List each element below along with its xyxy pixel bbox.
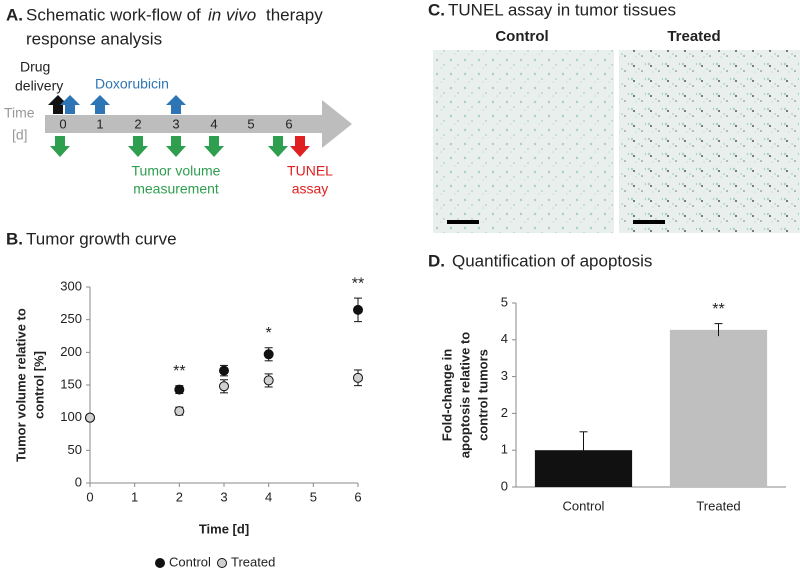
y-tick-label: 250 [60,311,82,326]
point [219,381,229,392]
legend-label: Treated [231,554,275,569]
chart-title: Tumor growth curve [26,229,177,248]
significance: * [266,325,272,342]
arrow-up [90,95,110,114]
point [174,384,185,395]
x-tick-label: 5 [310,489,317,504]
tunel-label: assay [292,181,329,197]
arrow-up [60,95,80,114]
scale-bar [447,220,479,224]
arrow-down [128,136,148,157]
significance: ** [352,275,364,292]
point [219,365,229,376]
point [263,375,274,386]
panel-label: D. [428,251,445,270]
x-tick-label: 6 [354,489,361,504]
arrow-down [204,136,224,157]
tissue-image [619,50,800,233]
y-tick-label: 3 [501,368,508,383]
arrow-down [290,136,310,157]
x-tick-label: Control [563,498,605,513]
significance: ** [173,363,185,380]
timeline-arrow [45,100,352,148]
x-tick-label: 3 [220,489,227,504]
arrow-down [166,136,186,157]
y-axis-title: Fold-change in [439,349,454,442]
day-label: 2 [134,116,141,131]
x-tick-label: 4 [265,489,272,504]
panel-label: B. [6,229,23,248]
y-tick-label: 1 [501,442,508,457]
doxorubicin-label: Doxorubicin [95,76,169,92]
day-label: 4 [210,116,217,131]
y-tick-label: 0 [75,474,82,489]
time-label: Time [4,105,35,121]
drug-label: Drug [20,59,50,75]
day-label: 5 [247,116,254,131]
point [353,304,363,315]
y-axis-title: apoptosis relative to [457,332,472,458]
day-label: 6 [285,116,292,131]
panel-label: C. [428,0,445,19]
panel-title: TUNEL assay in tumor tissues [448,0,676,19]
y-axis-title: control [%] [31,351,46,419]
y-tick-label: 150 [60,376,82,391]
tumor-volume-label: Tumor volume [132,163,221,179]
day-label: 3 [172,116,179,131]
point [85,412,95,423]
group-label: Control [495,28,548,45]
arrow-up [166,95,186,114]
x-axis-title: Time [d] [199,521,249,536]
point [263,349,274,360]
chart-title: Quantification of apoptosis [452,251,652,270]
tissue-image [433,50,614,233]
y-tick-label: 200 [60,344,82,359]
y-tick-label: 2 [501,405,508,420]
y-tick-label: 300 [60,278,82,293]
arrow-up [48,95,68,114]
y-axis-title: control tumors [475,349,490,441]
x-tick-label: 2 [176,489,183,504]
y-axis-title: Tumor volume relative to [13,308,28,462]
time-unit: [d] [12,127,28,143]
drug-label: delivery [15,78,63,94]
day-label: 0 [59,116,66,131]
y-tick-label: 0 [501,478,508,493]
arrow-down [268,136,288,157]
panel-title: therapy [266,5,323,24]
bar [669,329,768,487]
day-label: 1 [96,116,103,131]
point [174,406,185,417]
legend-marker [155,558,165,568]
x-tick-label: 0 [86,489,93,504]
panel-title: response analysis [26,29,162,48]
panel-label: A. [6,5,23,24]
point [353,372,363,383]
y-tick-label: 50 [68,442,82,457]
panel-title: Schematic work-flow of [26,5,201,24]
y-tick-label: 4 [501,331,508,346]
x-tick-label: Treated [696,498,740,513]
x-tick-label: 1 [131,489,138,504]
y-tick-label: 100 [60,409,82,424]
panel-title: in vivo [208,5,256,24]
significance: ** [712,301,724,318]
scale-bar [633,220,665,224]
y-tick-label: 5 [501,294,508,309]
arrow-down [50,136,70,157]
group-label: Treated [667,28,720,45]
tumor-volume-label: measurement [133,181,219,197]
legend-marker [217,558,227,568]
tunel-label: TUNEL [287,163,333,179]
legend-label: Control [169,554,211,569]
